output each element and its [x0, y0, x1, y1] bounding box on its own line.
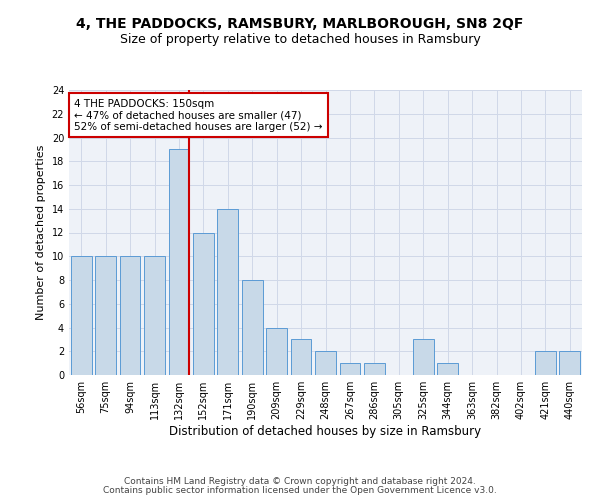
Bar: [217, 209, 238, 375]
Text: Contains public sector information licensed under the Open Government Licence v3: Contains public sector information licen…: [103, 486, 497, 495]
Text: 4 THE PADDOCKS: 150sqm
← 47% of detached houses are smaller (47)
52% of semi-det: 4 THE PADDOCKS: 150sqm ← 47% of detached…: [74, 98, 323, 132]
Bar: [340, 363, 361, 375]
Bar: [413, 340, 434, 375]
Bar: [95, 256, 116, 375]
Bar: [144, 256, 165, 375]
Y-axis label: Number of detached properties: Number of detached properties: [36, 145, 46, 320]
Bar: [119, 256, 140, 375]
Bar: [242, 280, 263, 375]
Bar: [535, 351, 556, 375]
Text: 4, THE PADDOCKS, RAMSBURY, MARLBOROUGH, SN8 2QF: 4, THE PADDOCKS, RAMSBURY, MARLBOROUGH, …: [76, 18, 524, 32]
Text: Contains HM Land Registry data © Crown copyright and database right 2024.: Contains HM Land Registry data © Crown c…: [124, 477, 476, 486]
Bar: [193, 232, 214, 375]
Bar: [364, 363, 385, 375]
Bar: [437, 363, 458, 375]
Bar: [71, 256, 92, 375]
X-axis label: Distribution of detached houses by size in Ramsbury: Distribution of detached houses by size …: [169, 425, 482, 438]
Bar: [266, 328, 287, 375]
Bar: [559, 351, 580, 375]
Bar: [290, 340, 311, 375]
Bar: [315, 351, 336, 375]
Bar: [169, 150, 190, 375]
Text: Size of property relative to detached houses in Ramsbury: Size of property relative to detached ho…: [119, 32, 481, 46]
